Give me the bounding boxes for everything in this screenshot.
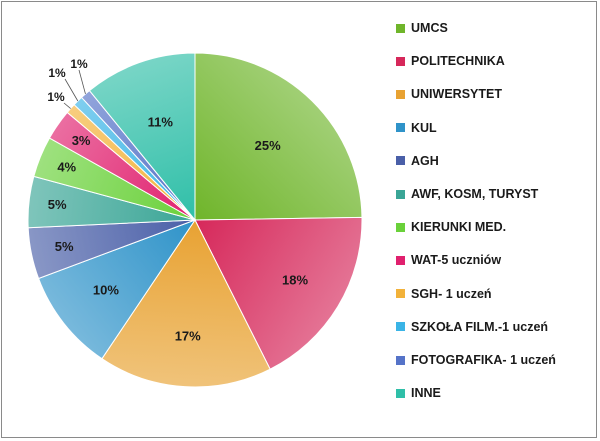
pie-slice-0 (194, 52, 363, 221)
legend-swatch (396, 222, 405, 232)
legend-item: FOTOGRAFIKA- 1 uczeń (396, 350, 556, 370)
legend-label: AGH (411, 153, 439, 168)
legend-swatch (396, 255, 405, 265)
pie-slice-2 (101, 219, 271, 388)
pie-slice-11 (88, 52, 196, 222)
legend-label: SZKOŁA FILM.-1 uczeń (411, 319, 549, 334)
legend-label: UMCS (411, 21, 448, 35)
slice-label-11: 11% (148, 114, 174, 129)
legend-swatch (396, 355, 405, 365)
slice-label-2: 17% (175, 329, 201, 344)
legend-label: UNIWERSYTET (411, 87, 502, 102)
legend-item: AWF, KOSM, TURYST (396, 184, 538, 204)
slice-label-1: 18% (282, 273, 308, 288)
legend-item: SZKOŁA FILM.-1 uczeń (396, 317, 548, 337)
legend-item: KUL (396, 118, 437, 138)
slice-label-5: 5% (48, 197, 67, 212)
legend-label: INNE (411, 386, 441, 401)
leader-line-10 (78, 69, 86, 95)
legend-swatch (396, 189, 405, 199)
legend-label: WAT-5 uczniów (411, 253, 502, 268)
legend-label: SGH- 1 uczeń (411, 286, 492, 301)
legend-swatch (396, 289, 405, 299)
legend-item: POLITECHNIKA (396, 51, 505, 71)
slice-label-6: 4% (57, 159, 76, 174)
legend-swatch (396, 156, 405, 166)
legend-item: WAT-5 uczniów (396, 250, 501, 270)
pie-slice-3 (37, 218, 197, 360)
legend-swatch (396, 322, 405, 332)
slice-label-0: 25% (255, 138, 281, 153)
legend-swatch (396, 56, 405, 66)
legend-item: KIERUNKI MED. (396, 217, 506, 237)
slice-label-9: 1% (48, 66, 66, 80)
legend-item: SGH- 1 uczeń (396, 284, 492, 304)
legend-swatch (396, 123, 405, 133)
slice-label-3: 10% (93, 282, 119, 297)
legend-item: INNE (396, 383, 441, 403)
legend-item: UNIWERSYTET (396, 84, 502, 104)
legend-swatch (396, 388, 405, 398)
slice-label-7: 3% (72, 133, 91, 148)
leader-line-8 (63, 102, 71, 109)
legend-label: KIERUNKI MED. (411, 220, 507, 235)
legend-label: FOTOGRAFIKA- 1 uczeń (411, 353, 556, 367)
legend-label: AWF, KOSM, TURYST (411, 187, 539, 201)
slice-label-10: 1% (70, 57, 88, 71)
leader-line-9 (64, 78, 79, 102)
pie-slice-1 (194, 216, 363, 370)
legend-swatch (396, 23, 405, 33)
legend-label: POLITECHNIKA (411, 54, 505, 69)
legend-swatch (396, 89, 405, 99)
legend-label: KUL (411, 120, 437, 135)
legend-item: AGH (396, 151, 439, 171)
slice-label-8: 1% (47, 90, 65, 104)
slice-label-4: 5% (55, 239, 74, 254)
legend-item: UMCS (396, 18, 448, 38)
